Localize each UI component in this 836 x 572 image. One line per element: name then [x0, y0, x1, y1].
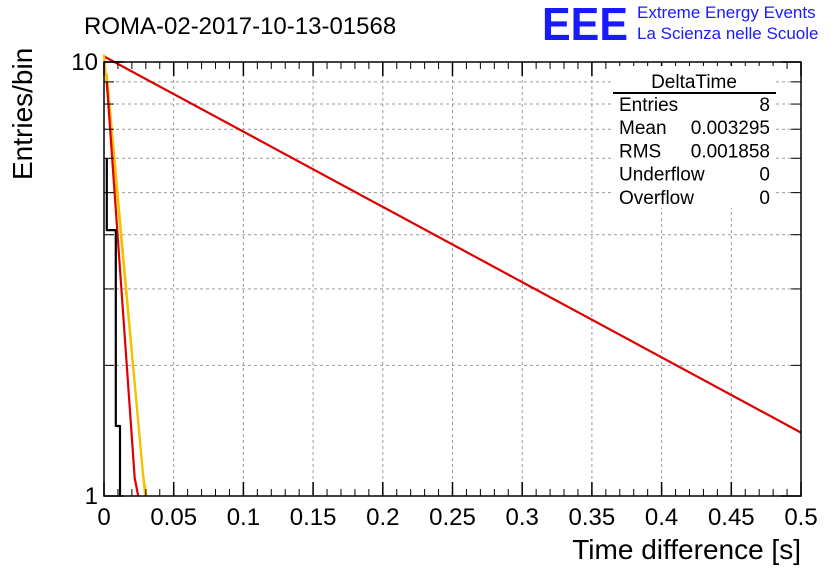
x-axis-title: Time difference [s] [572, 534, 801, 565]
series-line-3 [105, 73, 148, 497]
x-tick-label: 0.5 [784, 504, 817, 531]
stats-row-label: Overflow [619, 188, 694, 209]
x-tick-label: 0.2 [366, 504, 399, 531]
y-tick-label: 1 [85, 483, 98, 510]
series-layer [102, 54, 802, 497]
logo-letters: EEE [542, 0, 628, 50]
y-tick-label: 10 [71, 49, 98, 76]
x-tick-label: 0.45 [708, 504, 755, 531]
x-tick-label: 0.15 [290, 504, 337, 531]
x-tick-label: 0.1 [227, 504, 260, 531]
stats-box: DeltaTime Entries 8 Mean 0.003295 RMS 0.00185… [613, 66, 776, 209]
logo-line-2: La Scienza nelle Scuole [637, 24, 818, 43]
series-line-1 [103, 55, 802, 434]
tick-labels: 0 0.05 0.1 0.15 0.2 0.25 0.3 0.35 0.4 0.45 0.5 1 10 [71, 49, 817, 531]
stats-row-label: Entries [619, 95, 678, 116]
stats-row-label: Mean [619, 118, 667, 139]
stats-row-value: 0 [759, 188, 770, 209]
y-axis-title: Entries/bin [7, 48, 38, 180]
stats-row-value: 8 [759, 95, 770, 116]
series-line-5 [105, 158, 122, 496]
ticks [103, 61, 802, 497]
stats-row-label: Underflow [619, 165, 705, 186]
stats-rows: Entries 8 Mean 0.003295 RMS 0.001858 Underflow… [619, 95, 770, 209]
eee-logo: EEE Extreme Energy Events La Scienza nel… [542, 0, 818, 50]
logo-line-1: Extreme Energy Events [637, 3, 816, 22]
x-tick-label: 0.05 [150, 504, 197, 531]
series-line-4 [105, 81, 140, 497]
stats-row-value: 0.003295 [691, 118, 770, 139]
x-tick-label: 0.25 [429, 504, 476, 531]
stats-box-frame [613, 66, 776, 208]
x-tick-label: 0.3 [506, 504, 539, 531]
x-tick-label: 0.4 [645, 504, 678, 531]
x-tick-label: 0 [97, 504, 110, 531]
stats-row-value: 0 [759, 165, 770, 186]
stats-row-label: RMS [619, 141, 661, 162]
x-tick-label: 0.35 [569, 504, 616, 531]
stats-row-value: 0.001858 [691, 141, 770, 162]
chart-title: ROMA-02-2017-10-13-01568 [84, 13, 396, 40]
stats-name: DeltaTime [651, 72, 737, 93]
